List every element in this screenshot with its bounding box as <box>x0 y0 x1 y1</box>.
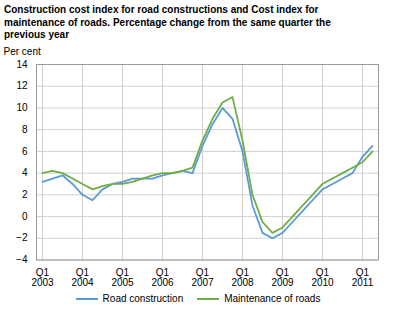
svg-text:Per cent: Per cent <box>4 45 41 56</box>
html-text:Construction cost index for ro: Construction cost index for road constru… <box>4 4 331 40</box>
svg-text:14: 14 <box>16 58 28 69</box>
svg-text:2: 2 <box>22 189 28 200</box>
svg-text:Q12006: Q12006 <box>151 267 174 288</box>
svg-text:−2: −2 <box>16 232 28 243</box>
svg-text:Q12010: Q12010 <box>311 267 334 288</box>
svg-text:6: 6 <box>22 145 28 156</box>
svg-text:Q12009: Q12009 <box>271 267 294 288</box>
svg-text:Q12008: Q12008 <box>231 267 254 288</box>
svg-text:10: 10 <box>16 102 28 113</box>
svg-text:Q12007: Q12007 <box>191 267 214 288</box>
svg-text:−4: −4 <box>16 254 28 265</box>
html-text:Maintenance of roads: Maintenance of roads <box>224 293 321 304</box>
svg-text:Q12003: Q12003 <box>31 267 54 288</box>
svg-text:0: 0 <box>22 210 28 221</box>
svg-text:8: 8 <box>22 123 28 134</box>
svg-text:12: 12 <box>16 80 28 91</box>
html-text:Road construction: Road construction <box>102 293 184 304</box>
svg-text:Q12004: Q12004 <box>71 267 94 288</box>
svg-text:Q12011: Q12011 <box>352 267 374 288</box>
svg-text:4: 4 <box>22 167 28 178</box>
svg-text:Q12005: Q12005 <box>111 267 134 288</box>
